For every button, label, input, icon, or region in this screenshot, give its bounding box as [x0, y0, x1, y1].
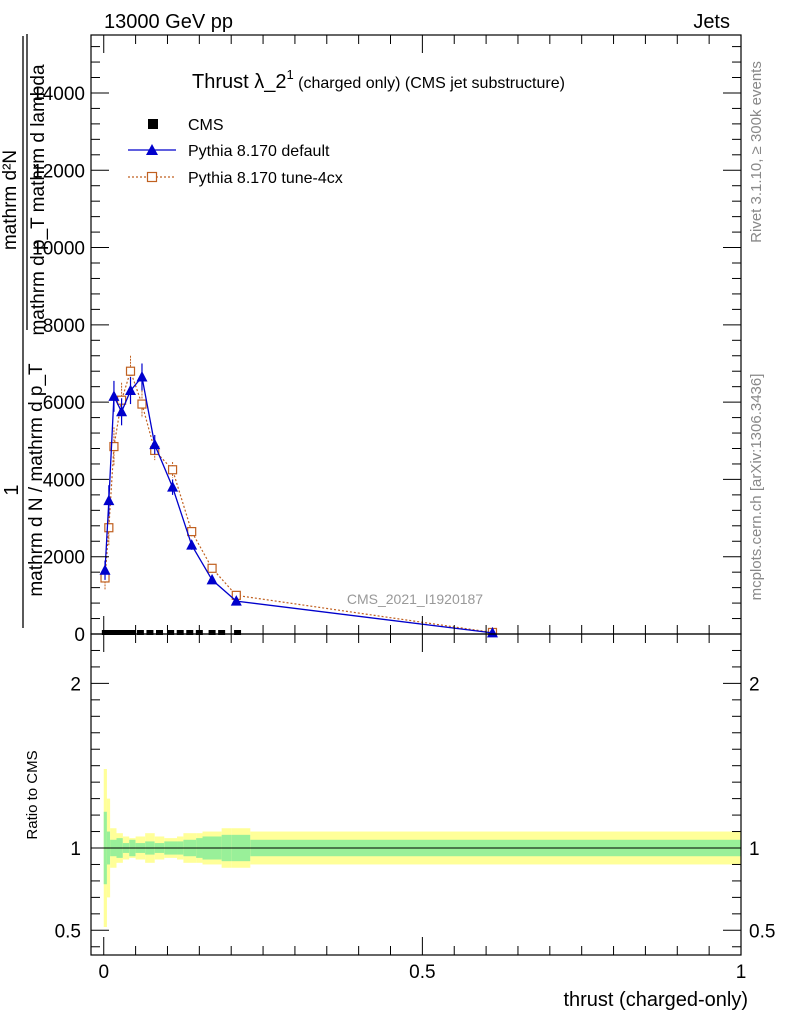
- legend-marker-tune: [146, 171, 158, 183]
- ytick-label: 6000: [43, 393, 85, 414]
- ytick-label: 12000: [32, 161, 85, 182]
- ratio-ytick-label-right: 0.5: [749, 921, 775, 942]
- point-default: [167, 481, 179, 492]
- point-tune: [137, 399, 147, 409]
- title-rest: (charged only) (CMS jet substructure): [294, 75, 565, 92]
- xtick-label: 0: [98, 962, 109, 983]
- point-tune: [167, 465, 178, 475]
- point-cms: [111, 630, 119, 635]
- ylabel-denominator: mathrm d p_T mathrm d lambda: [28, 64, 49, 335]
- point-default: [186, 539, 198, 550]
- point-tune: [109, 441, 119, 452]
- ytick-label: 2000: [43, 548, 85, 569]
- legend-label-default: Pythia 8.170 default: [188, 143, 330, 160]
- point-default: [103, 494, 115, 506]
- point-cms: [234, 630, 242, 635]
- point-default: [230, 595, 242, 606]
- title-main: Thrust λ_2: [192, 71, 286, 93]
- ytick-label: 8000: [43, 316, 85, 337]
- point-cms: [116, 630, 124, 635]
- point-cms: [218, 630, 226, 635]
- point-cms: [146, 630, 154, 635]
- xtick-label: 1: [736, 962, 747, 983]
- ratio-ytick-label-left: 2: [70, 674, 81, 695]
- plot-title: Thrust λ_21 (charged only) (CMS jet subs…: [192, 67, 565, 93]
- ytick-label: 10000: [32, 239, 85, 260]
- plot-frames: [90, 34, 742, 956]
- ytick-label: 4000: [43, 470, 85, 491]
- point-default: [108, 390, 120, 401]
- ratio-ytick-label-left: 1: [70, 839, 81, 860]
- point-tune: [125, 366, 136, 376]
- point-default: [99, 564, 111, 575]
- side-rivet: Rivet 3.1.10, ≥ 300k events: [748, 61, 765, 243]
- ytick-label: 0: [74, 625, 85, 646]
- point-cms: [208, 630, 216, 635]
- main-plot: [99, 355, 498, 638]
- point-default: [206, 573, 218, 585]
- point-tune: [207, 563, 217, 573]
- header-left: 13000 GeV pp: [104, 11, 233, 33]
- ytick-label: 14000: [32, 84, 85, 105]
- ylabel-bottom: mathrm d N / mathrm d p_T: [26, 363, 47, 597]
- point-cms: [122, 630, 130, 635]
- point-tune: [187, 526, 197, 537]
- point-cms: [136, 630, 144, 635]
- point-default: [136, 371, 148, 382]
- ratio-ytick-label-left: 0.5: [55, 921, 81, 942]
- legend: CMS Pythia 8.170 default Pythia 8.170 tu…: [128, 117, 343, 187]
- point-cms: [128, 630, 136, 635]
- xtick-label: 0.5: [409, 962, 435, 983]
- point-default: [486, 626, 498, 638]
- point-cms: [167, 630, 175, 635]
- ylabel-numerator: mathrm d²N: [0, 150, 21, 250]
- legend-label-tune: Pythia 8.170 tune-4cx: [188, 170, 343, 187]
- axis-ticks: [91, 35, 742, 955]
- ratio-ytick-label-right: 2: [749, 674, 760, 695]
- ylabel-one: 1: [1, 484, 23, 495]
- side-mcplots: mcplots.cern.ch [arXiv:1306.3436]: [748, 374, 765, 601]
- xlabel: thrust (charged-only): [563, 989, 748, 1011]
- point-cms: [176, 630, 184, 635]
- legend-label-cms: CMS: [188, 117, 224, 134]
- point-cms: [186, 630, 194, 635]
- header-right: Jets: [693, 11, 730, 33]
- point-default: [149, 438, 161, 450]
- ratio-bands: [103, 768, 741, 928]
- legend-marker-default: [146, 144, 158, 155]
- ratio-frame: [90, 633, 742, 956]
- ratio-ylabel: Ratio to CMS: [24, 750, 41, 839]
- ratio-ytick-label-right: 1: [749, 839, 760, 860]
- point-tune: [104, 523, 114, 533]
- point-default: [116, 405, 128, 417]
- point-default: [125, 384, 137, 396]
- point-cms: [156, 630, 164, 635]
- watermark: CMS_2021_I1920187: [347, 591, 483, 607]
- legend-marker-cms: [148, 119, 158, 129]
- title-superscript: 1: [286, 67, 293, 82]
